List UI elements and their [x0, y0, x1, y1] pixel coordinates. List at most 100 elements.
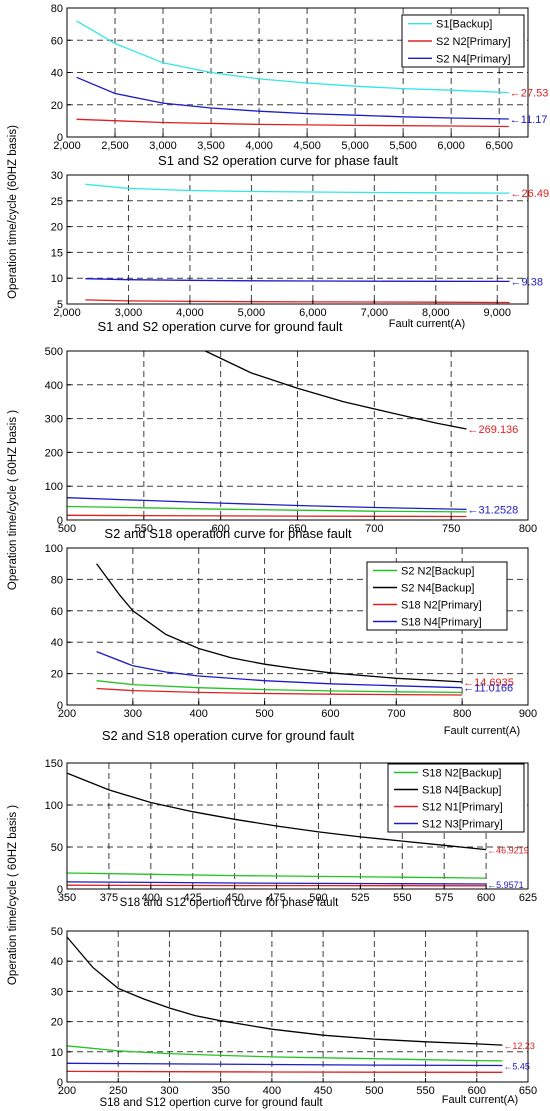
y-tick-label: 15 [51, 247, 63, 259]
y-tick-label: 60 [51, 606, 63, 618]
y-tick-label: 0 [57, 132, 63, 144]
x-tick-label: 900 [519, 708, 537, 720]
chart-title: S1 and S2 operation curve for phase faul… [158, 153, 398, 168]
legend-label: S12 N3[Primary] [422, 819, 503, 831]
x-tick-label: 700 [387, 708, 405, 720]
series-line [66, 772, 487, 851]
y-tick-label: 5 [57, 299, 63, 311]
value-annotation: ←9.38 [511, 276, 543, 288]
y-tick-label: 50 [51, 926, 63, 938]
x-tick-label: 650 [519, 1085, 537, 1097]
x-tick-label: 600 [321, 708, 339, 720]
x-tick-label: 2,000 [53, 307, 81, 319]
chart-title: S2 and S18 operation curve for ground fa… [102, 728, 355, 743]
legend-label: S18 N4[Backup] [422, 785, 502, 797]
x-tick-label: 450 [225, 892, 243, 904]
series-line [96, 650, 463, 689]
series-line [76, 118, 509, 128]
value-annotation: ←31.2528 [468, 504, 519, 516]
x-tick-label: 500 [309, 892, 327, 904]
series-line [96, 563, 463, 683]
y-tick-label: 500 [45, 346, 63, 358]
x-tick-label: 375 [100, 892, 118, 904]
y-tick-label: 10 [51, 1047, 63, 1059]
x-tick-label: 550 [416, 1085, 434, 1097]
x-tick-label: 4,000 [245, 140, 273, 152]
y-tick-label: 40 [51, 68, 63, 80]
legend-label: S18 N2[Primary] [401, 600, 482, 612]
value-annotation: ←14.6935 [463, 677, 514, 689]
x-tick-label: 6,500 [485, 140, 513, 152]
legend-label: S2 N2[Primary] [436, 36, 511, 48]
value-annotation: ←26.49 [511, 188, 550, 200]
x-tick-label: 400 [142, 892, 160, 904]
x-tick-label: 500 [58, 523, 76, 535]
series-line [66, 497, 467, 511]
x-tick-label: 200 [58, 708, 76, 720]
plot-frame [66, 174, 529, 305]
y-tick-label: 80 [51, 3, 63, 15]
y-tick-label: 200 [45, 447, 63, 459]
x-tick-label: 750 [442, 523, 460, 535]
x-tick-label: 500 [365, 1085, 383, 1097]
x-tick-label: 3,000 [149, 140, 177, 152]
x-tick-label: 625 [519, 892, 537, 904]
x-tick-label: 600 [477, 892, 495, 904]
series-line [205, 350, 467, 430]
x-axis-label: Fault current(A) [444, 725, 520, 737]
series-line [66, 1062, 503, 1067]
x-tick-label: 800 [519, 523, 537, 535]
x-tick-label: 2,000 [53, 140, 81, 152]
x-tick-label: 525 [351, 892, 369, 904]
series-line [66, 505, 467, 513]
x-tick-label: 475 [267, 892, 285, 904]
x-tick-label: 400 [263, 1085, 281, 1097]
value-annotation: ←11.0166 [463, 683, 513, 695]
series-line [66, 1070, 503, 1073]
value-annotation: ←11.17 [510, 114, 548, 126]
series-line [66, 872, 487, 879]
y-tick-label: 20 [51, 222, 63, 234]
y-tick-label: 10 [51, 273, 63, 285]
x-tick-label: 5,500 [389, 140, 417, 152]
y-tick-label: 60 [51, 35, 63, 47]
x-tick-label: 6,000 [437, 140, 465, 152]
chart-title: S18 and S12 opertion curve for phase fau… [120, 897, 339, 909]
series-line [96, 680, 463, 694]
x-tick-label: 550 [135, 523, 153, 535]
legend-label: S18 N2[Backup] [422, 768, 502, 780]
y-tick-label: 30 [51, 170, 63, 182]
y-axis-label-top: Operation time/cycle (60HZ basis) [7, 125, 19, 299]
series-line [76, 20, 509, 94]
y-tick-label: 100 [45, 481, 63, 493]
y-axis-label-bottom: Operation time/cycle ( 60HZ basis ) [7, 805, 19, 985]
series-line [66, 881, 487, 885]
legend-label: S12 N1[Primary] [422, 802, 503, 814]
value-annotation: ←5.9571 [487, 880, 524, 890]
y-tick-label: 25 [51, 196, 63, 208]
chart-title: S2 and S18 operation curve for phase fau… [104, 526, 352, 541]
series-line [66, 936, 503, 1046]
value-annotation: ←46.9219 [487, 846, 529, 856]
legend-label: S2 N4[Backup] [401, 583, 474, 595]
x-tick-label: 5,000 [341, 140, 369, 152]
x-tick-label: 8,000 [422, 307, 450, 319]
chart-title: S18 and S12 opertion curve for ground fa… [99, 1097, 323, 1109]
y-tick-label: 30 [51, 986, 63, 998]
x-tick-label: 800 [453, 708, 471, 720]
x-tick-label: 550 [393, 892, 411, 904]
legend-label: S1[Backup] [436, 19, 492, 31]
series-line [85, 183, 510, 194]
y-tick-label: 80 [51, 574, 63, 586]
y-tick-label: 100 [45, 800, 63, 812]
series-line [85, 299, 510, 304]
y-tick-label: 400 [45, 380, 63, 392]
x-tick-label: 200 [58, 1085, 76, 1097]
plot-frame [66, 930, 529, 1083]
y-tick-label: 0 [57, 700, 63, 712]
x-tick-label: 700 [365, 523, 383, 535]
x-axis-label: Fault current(A) [389, 318, 465, 330]
x-tick-label: 575 [435, 892, 453, 904]
y-tick-label: 0 [57, 1077, 63, 1089]
